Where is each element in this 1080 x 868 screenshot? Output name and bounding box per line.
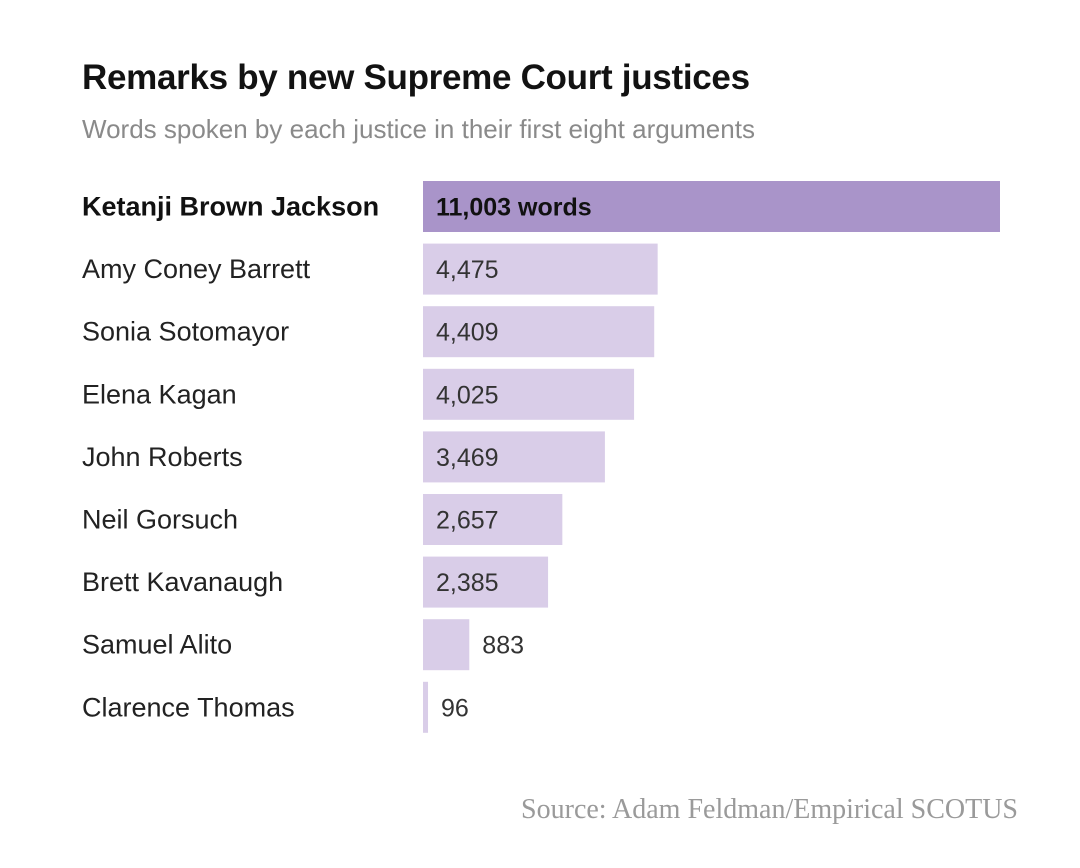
category-label-elena-kagan: Elena Kagan — [82, 379, 237, 409]
category-label-amy-coney-barrett: Amy Coney Barrett — [82, 254, 311, 284]
category-label-clarence-thomas: Clarence Thomas — [82, 692, 295, 722]
bar-samuel-alito — [423, 619, 470, 671]
chart-title: Remarks by new Supreme Court justices — [82, 58, 750, 97]
value-label-clarence-thomas: 96 — [441, 694, 469, 722]
value-label-elena-kagan: 4,025 — [436, 381, 499, 409]
category-label-brett-kavanaugh: Brett Kavanaugh — [82, 567, 283, 597]
value-label-john-roberts: 3,469 — [436, 444, 499, 472]
value-label-sonia-sotomayor: 4,409 — [436, 319, 499, 347]
value-label-neil-gorsuch: 2,657 — [436, 507, 499, 535]
bar-amy-coney-barrett — [423, 243, 658, 295]
bar-john-roberts — [423, 431, 605, 483]
category-label-sonia-sotomayor: Sonia Sotomayor — [82, 317, 289, 347]
bar-ketanji-brown-jackson — [423, 181, 1000, 232]
value-label-samuel-alito: 883 — [482, 632, 524, 660]
value-label-brett-kavanaugh: 2,385 — [436, 569, 499, 597]
bar-elena-kagan — [423, 368, 635, 420]
bar-brett-kavanaugh — [423, 556, 549, 608]
value-label-amy-coney-barrett: 4,475 — [436, 256, 499, 284]
value-label-ketanji-brown-jackson: 11,003 words — [436, 194, 592, 222]
category-label-samuel-alito: Samuel Alito — [82, 630, 232, 660]
bar-neil-gorsuch — [423, 494, 563, 545]
chart-subtitle: Words spoken by each justice in their fi… — [82, 114, 755, 144]
category-label-neil-gorsuch: Neil Gorsuch — [82, 505, 238, 535]
category-label-ketanji-brown-jackson: Ketanji Brown Jackson — [82, 192, 379, 222]
category-label-john-roberts: John Roberts — [82, 442, 243, 472]
bar-clarence-thomas — [423, 681, 429, 733]
bar-sonia-sotomayor — [423, 306, 655, 358]
source-note: Source: Adam Feldman/Empirical SCOTUS — [521, 794, 1018, 825]
